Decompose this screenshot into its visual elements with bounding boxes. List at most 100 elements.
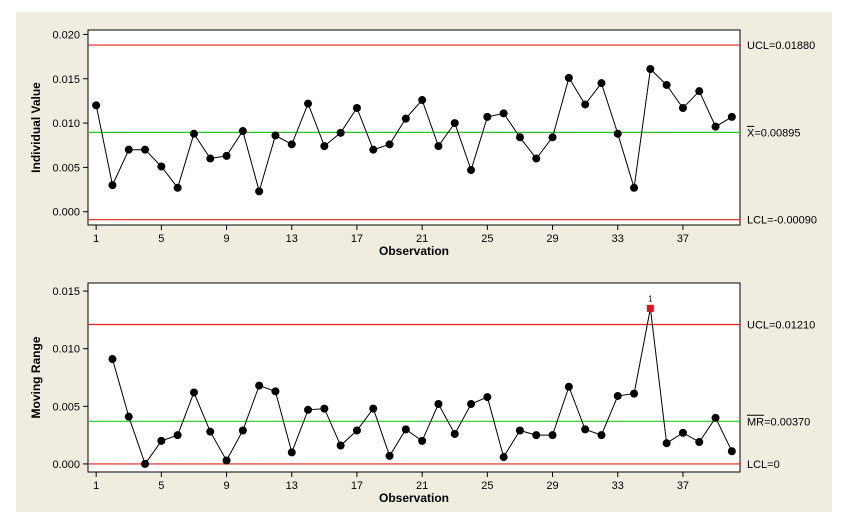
lcl-label: LCL=0	[747, 459, 780, 471]
data-point	[532, 431, 541, 440]
data-point	[467, 400, 476, 409]
flagged-point	[646, 304, 654, 312]
x-tick-label: 17	[351, 480, 363, 492]
ucl-label: UCL=0.01880	[747, 40, 815, 52]
x-tick-label: 5	[158, 233, 164, 245]
data-point	[646, 65, 655, 73]
y-tick-label: 0.010	[52, 118, 80, 130]
data-point	[711, 122, 720, 131]
data-point	[662, 80, 671, 89]
data-point	[206, 154, 215, 163]
ucl-label: UCL=0.01210	[747, 319, 815, 331]
data-point	[108, 355, 117, 364]
data-point	[238, 127, 247, 136]
data-point	[727, 112, 736, 121]
data-point	[401, 114, 410, 123]
data-point	[336, 441, 345, 450]
x-tick-label: 37	[677, 480, 689, 492]
x-tick-label: 29	[546, 480, 558, 492]
data-point	[564, 73, 573, 82]
data-point	[727, 447, 736, 456]
x-tick-label: 9	[223, 233, 229, 245]
x-tick-label: 5	[158, 480, 164, 492]
data-point	[304, 99, 313, 108]
data-point	[401, 425, 410, 434]
data-point	[320, 404, 329, 413]
data-point	[630, 183, 639, 192]
data-point	[320, 142, 329, 151]
data-point	[450, 429, 459, 438]
data-point	[515, 133, 524, 142]
data-point	[271, 131, 280, 140]
data-point	[483, 393, 492, 402]
y-tick-label: 0.020	[52, 29, 80, 41]
data-point	[662, 439, 671, 448]
x-tick-label: 1	[93, 233, 99, 245]
data-point	[238, 426, 247, 435]
data-point	[352, 426, 361, 435]
data-point	[564, 382, 573, 391]
data-point	[548, 431, 557, 440]
data-point	[255, 381, 264, 390]
data-point	[613, 391, 622, 400]
data-point	[434, 142, 443, 151]
lcl-label: LCL=-0.00090	[747, 215, 817, 227]
data-point	[532, 154, 541, 163]
x-tick-label: 25	[481, 480, 493, 492]
y-tick-label: 0.015	[52, 74, 80, 86]
center-label: MR=0.00370	[747, 416, 810, 428]
chart-frame: 0.000 0.005 0.010 0.015 0.020 1 5 9 13 17 21 25 29 33…	[16, 12, 832, 512]
data-point	[124, 412, 133, 421]
y-axis-label: Moving Range	[29, 336, 43, 418]
y-tick-label: 0.015	[52, 286, 80, 298]
x-tick-label: 21	[416, 480, 428, 492]
data-point	[434, 400, 443, 409]
data-point	[157, 162, 166, 171]
control-charts: 0.000 0.005 0.010 0.015 0.020 1 5 9 13 17 21 25 29 33…	[29, 29, 817, 505]
data-point	[483, 112, 492, 121]
data-point	[630, 389, 639, 398]
data-point	[450, 119, 459, 128]
flagged-point-label: 1	[648, 294, 653, 303]
data-point	[173, 183, 182, 192]
data-point	[418, 96, 427, 105]
data-point	[581, 425, 590, 434]
data-point	[287, 140, 296, 149]
x-tick-label: 1	[93, 480, 99, 492]
data-point	[613, 129, 622, 138]
data-point	[369, 145, 378, 154]
data-point	[369, 404, 378, 413]
plot-area-2	[87, 282, 741, 473]
x-tick-label: 37	[677, 233, 689, 245]
data-point	[548, 133, 557, 142]
y-tick-label: 0.005	[52, 162, 80, 174]
data-point	[711, 413, 720, 422]
data-point	[124, 145, 133, 154]
data-point	[678, 428, 687, 437]
y-axis-label: Individual Value	[29, 82, 43, 173]
data-point	[581, 100, 590, 109]
x-tick-label: 33	[612, 233, 624, 245]
y-tick-label: 0.010	[52, 344, 80, 356]
x-axis-label: Observation	[379, 491, 449, 505]
data-point	[597, 79, 606, 88]
data-point	[385, 140, 394, 149]
center-label: X=0.00895	[747, 127, 801, 139]
data-point	[206, 427, 215, 436]
data-point	[92, 101, 101, 110]
data-point	[499, 109, 508, 118]
x-tick-label: 9	[223, 480, 229, 492]
data-point	[467, 166, 476, 175]
data-point	[141, 459, 150, 468]
data-point	[336, 128, 345, 137]
data-point	[418, 436, 427, 445]
data-point	[304, 405, 313, 414]
data-point	[271, 387, 280, 396]
data-point	[255, 187, 264, 196]
data-point	[189, 388, 198, 397]
x-tick-label: 13	[286, 480, 298, 492]
data-point	[222, 456, 231, 465]
data-point	[678, 104, 687, 112]
x-tick-label: 21	[416, 233, 428, 245]
x-tick-label: 13	[286, 233, 298, 245]
